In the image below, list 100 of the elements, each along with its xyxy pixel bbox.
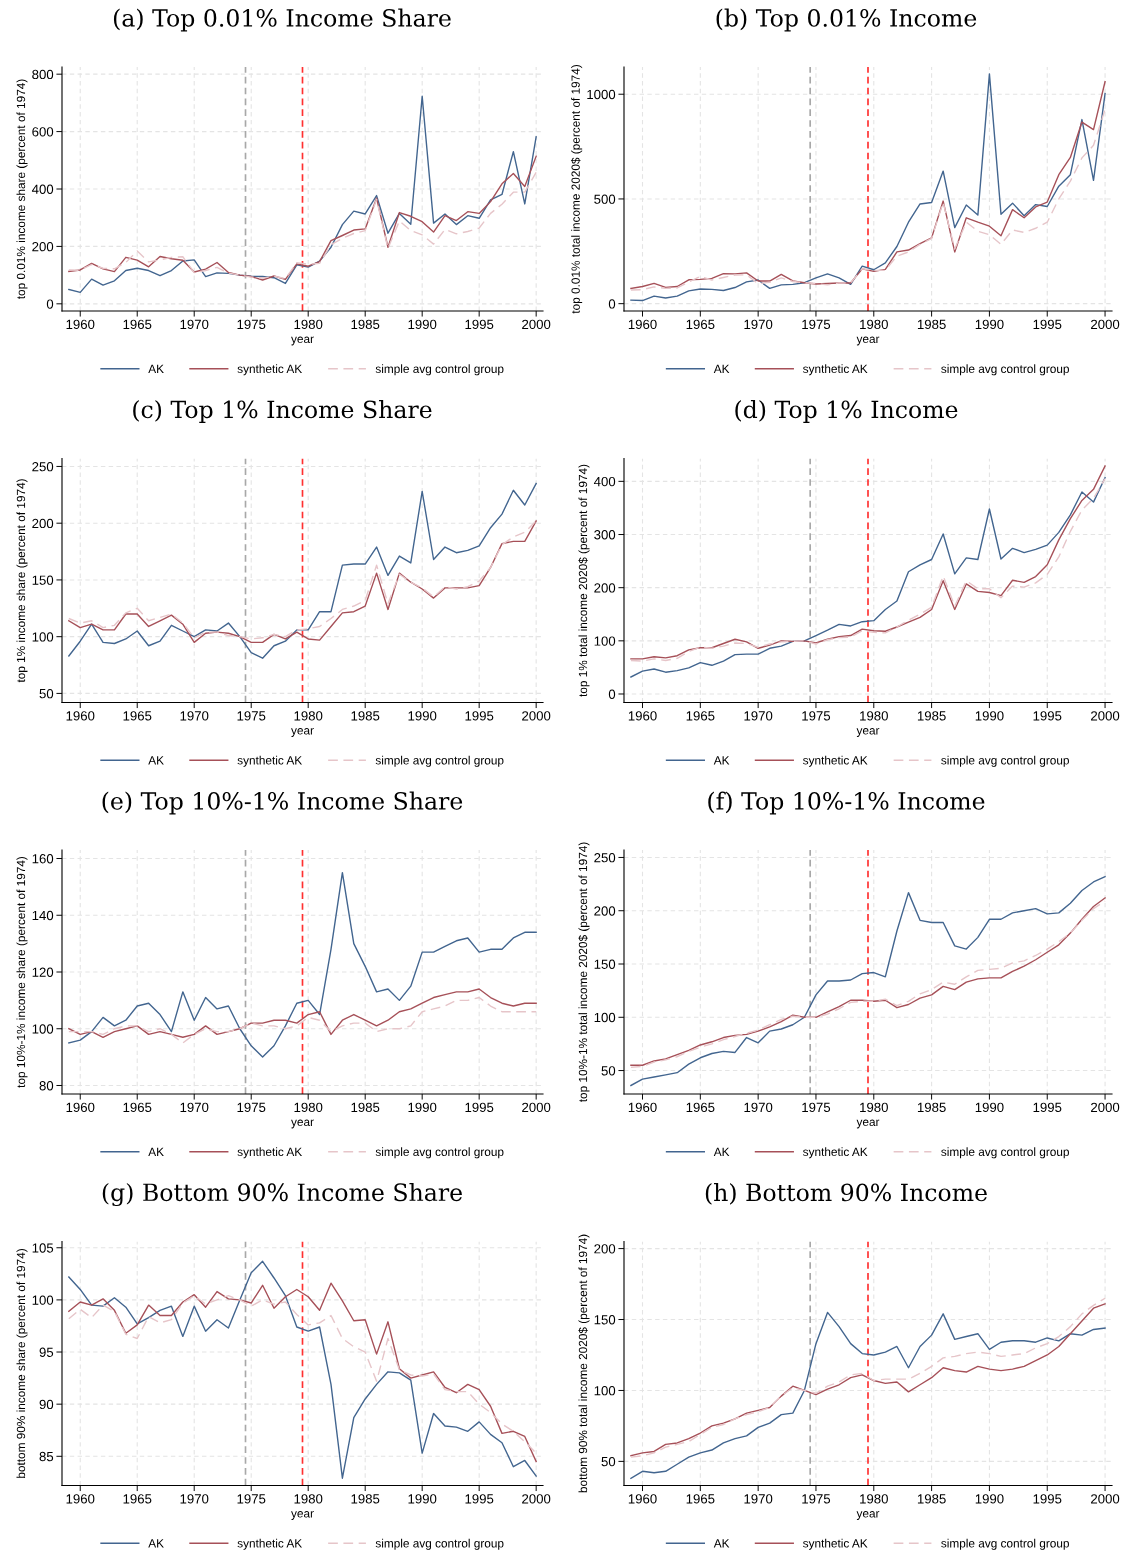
y-axis-title: bottom 90% income share (percent of 1974) [16,1249,28,1478]
y-tick-label: 100 [32,632,54,642]
x-axis-title: year [291,728,314,737]
x-tick-label: 2000 [522,711,551,721]
y-tick-label: 200 [594,1244,616,1254]
x-tick-label: 1965 [123,319,152,330]
x-tick-label: 2000 [522,1494,551,1504]
chart-title: (d) Top 1% Income [735,400,958,423]
x-tick-label: 1995 [465,319,494,330]
x-tick-label: 1960 [628,1494,657,1504]
y-tick-label: 80 [39,1081,54,1091]
x-tick-label: 1965 [123,711,152,721]
legend-label: simple avg control group [375,364,504,376]
y-tick-label: 300 [594,530,616,540]
x-tick-label: 1960 [66,1102,95,1113]
y-tick-label: 1000 [587,89,616,100]
y-tick-label: 150 [32,575,54,585]
x-tick-label: 1990 [975,1102,1004,1113]
x-axis-title: year [291,336,314,346]
chart-title: (f) Top 10%-1% Income [708,791,985,815]
y-axis-title: top 1% income share (percent of 1974) [16,479,28,683]
x-tick-label: 2000 [522,319,551,330]
x-tick-label: 1985 [351,1102,380,1113]
x-tick-label: 1960 [66,1494,95,1504]
x-tick-label: 1965 [123,1102,152,1113]
x-tick-label: 1990 [975,319,1004,330]
y-tick-label: 100 [594,1386,616,1396]
y-tick-label: 50 [601,1066,616,1076]
x-tick-label: 1970 [744,1494,773,1504]
x-tick-label: 1975 [802,1102,831,1113]
y-tick-label: 150 [594,1315,616,1325]
x-tick-label: 1985 [917,319,946,330]
x-tick-label: 1985 [351,319,380,330]
x-tick-label: 1980 [860,319,888,330]
x-tick-label: 1990 [408,1494,437,1504]
x-tick-label: 1965 [686,1102,715,1113]
x-tick-label: 1970 [744,711,773,721]
x-tick-label: 1975 [237,319,266,330]
x-tick-label: 1980 [294,711,323,721]
legend-label: AK [713,364,730,373]
y-axis-title: top 0.01% income share (percent of 1974) [16,79,28,300]
y-tick-label: 85 [39,1451,54,1462]
y-tick-label: 200 [32,518,54,529]
y-tick-label: 140 [32,910,54,921]
x-tick-label: 1970 [180,1494,209,1504]
y-tick-label: 0 [608,299,616,309]
y-tick-label: 50 [39,688,54,699]
x-tick-label: 2000 [1091,1102,1120,1113]
chart-title: (g) Bottom 90% Income Share [102,1182,462,1207]
x-tick-label: 1975 [237,1102,266,1113]
y-tick-label: 100 [594,636,616,646]
y-tick-label: 250 [594,853,616,863]
y-tick-label: 400 [31,184,54,194]
y-tick-label: 0 [46,299,54,309]
legend-label: AK [148,364,164,373]
x-tick-label: 1980 [294,1494,323,1504]
x-tick-label: 1980 [860,1494,888,1504]
x-tick-label: 1965 [686,319,715,330]
x-tick-label: 1970 [744,319,773,330]
x-tick-label: 1960 [628,1102,657,1113]
x-tick-label: 1970 [180,711,209,721]
chart-title: (a) Top 0.01% Income Share [113,8,451,32]
x-tick-label: 1990 [408,319,437,330]
chart-title: (h) Bottom 90% Income [705,1183,987,1205]
x-tick-label: 1985 [917,1494,946,1504]
x-tick-label: 1995 [1033,1102,1062,1113]
line-series [68,482,537,659]
x-tick-label: 1960 [66,711,95,721]
x-tick-label: 1990 [408,1102,437,1113]
legend-label: AK [713,1147,730,1156]
line-series [68,95,537,294]
x-axis-title: year [856,728,880,737]
x-tick-label: 1995 [1033,319,1062,330]
y-tick-label: 90 [39,1399,54,1410]
x-tick-label: 1965 [686,711,715,721]
legend-label: synthetic AK [237,364,303,376]
x-tick-label: 1975 [237,1494,266,1504]
x-axis-title: year [291,1119,314,1129]
x-tick-label: 1960 [628,711,657,721]
y-tick-label: 95 [39,1347,54,1357]
chart-title: (b) Top 0.01% Income [716,8,977,32]
legend-label: synthetic AK [803,755,868,767]
y-axis-title: top 10%-1% income share (percent of 1974) [16,856,28,1088]
chart-title: (c) Top 1% Income Share [133,400,432,423]
x-tick-label: 1995 [465,1102,494,1113]
x-tick-label: 2000 [1091,319,1120,330]
x-tick-label: 1985 [917,711,946,721]
x-tick-label: 1990 [975,711,1004,721]
y-tick-label: 400 [593,476,616,487]
legend-label: simple avg control group [375,1538,504,1550]
legend-label: simple avg control group [941,1538,1069,1550]
legend-label: synthetic AK [237,1538,303,1550]
y-tick-label: 120 [32,967,54,977]
y-tick-label: 250 [32,462,54,472]
y-tick-label: 160 [32,854,54,864]
x-tick-label: 1975 [802,319,831,330]
x-axis-title: year [856,1511,880,1520]
y-tick-label: 105 [32,1243,54,1253]
legend-label: simple avg control group [941,1147,1069,1159]
x-tick-label: 1985 [351,1494,380,1504]
